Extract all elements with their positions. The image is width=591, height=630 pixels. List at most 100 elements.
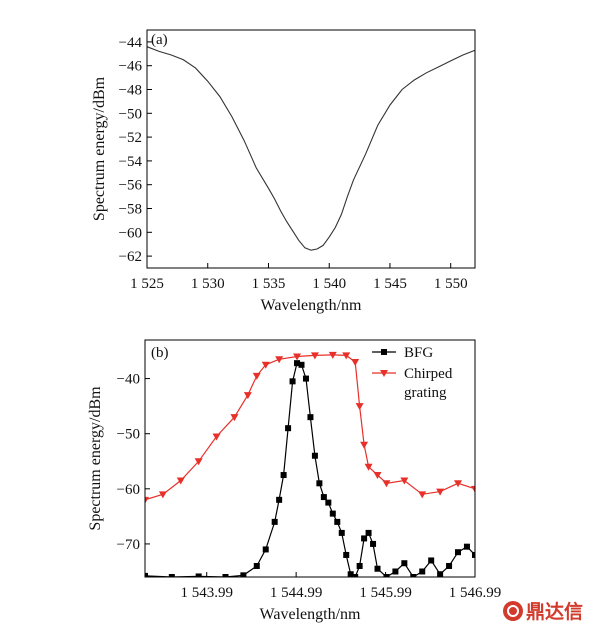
chirped-grating-point bbox=[355, 403, 364, 411]
bfg-point bbox=[316, 480, 323, 487]
bfg-point bbox=[437, 571, 444, 577]
y-tick-label: −50 bbox=[119, 106, 142, 122]
tick-marks-b: 1 543.99 1 544.99 1 545.99 1 546.99 −40 −50 −6… bbox=[117, 372, 502, 601]
watermark: 鼎达信 bbox=[502, 597, 583, 624]
chirped-grating-point bbox=[342, 352, 351, 360]
bfg-point bbox=[262, 546, 269, 553]
bfg-point bbox=[356, 562, 363, 569]
chirped-grating-point bbox=[418, 491, 427, 499]
bfg-point bbox=[347, 571, 354, 577]
watermark-text: 鼎达信 bbox=[525, 601, 583, 623]
y-tick-label: −56 bbox=[119, 178, 143, 194]
legend-marker-chirped bbox=[380, 370, 388, 377]
x-tick-label: 1 525 bbox=[130, 276, 164, 292]
y-tick-label: −46 bbox=[119, 59, 143, 75]
chirped-grating-point bbox=[454, 480, 463, 488]
bfg-point bbox=[253, 562, 260, 569]
chirped-grating-point bbox=[145, 496, 149, 504]
chart-panel-a: 1 525 1 530 1 535 1 540 1 545 1 550 −44 −46 −48 −… bbox=[91, 29, 476, 314]
plot-frame-b bbox=[144, 339, 476, 578]
bfg-point bbox=[276, 496, 283, 503]
bfg-point bbox=[370, 540, 377, 547]
y-tick-label: −40 bbox=[117, 372, 140, 388]
bfg-point bbox=[334, 518, 341, 525]
panel-label-b: (b) bbox=[151, 345, 169, 361]
x-tick-label: 1 550 bbox=[434, 276, 468, 292]
chirped-grating-point bbox=[400, 477, 409, 485]
chirped-grating-point bbox=[230, 414, 239, 422]
x-tick-label: 1 546.99 bbox=[449, 585, 502, 601]
bfg-point bbox=[472, 551, 475, 558]
chirped-grating-point bbox=[373, 472, 382, 480]
x-tick-label: 1 544.99 bbox=[270, 585, 323, 601]
bfg-point bbox=[401, 560, 408, 567]
bfg-point bbox=[329, 510, 336, 517]
legend-label-bfg: BFG bbox=[404, 345, 433, 361]
chirped-grating-point bbox=[293, 353, 302, 361]
y-tick-label: −62 bbox=[119, 249, 142, 265]
bfg-point bbox=[325, 499, 332, 506]
chirped-grating-point bbox=[471, 485, 475, 493]
bfg-point bbox=[280, 472, 287, 479]
spectrum-line bbox=[146, 46, 476, 251]
y-tick-label: −60 bbox=[119, 225, 142, 241]
y-tick-label: −48 bbox=[119, 83, 142, 99]
bfg-point bbox=[311, 452, 318, 459]
bfg-point bbox=[271, 518, 278, 525]
chirped-grating-point bbox=[275, 356, 284, 364]
y-tick-label: −44 bbox=[119, 35, 143, 51]
bfg-point bbox=[289, 378, 296, 385]
x-tick-label: 1 540 bbox=[312, 276, 346, 292]
chirped-grating-point bbox=[212, 433, 221, 441]
bfg-point bbox=[285, 425, 292, 432]
bfg-point bbox=[338, 529, 345, 536]
legend-label-chirped: Chirped grating bbox=[404, 366, 453, 401]
x-axis-label-b: Wavelength/nm bbox=[260, 606, 361, 623]
bfg-point bbox=[455, 549, 462, 556]
bfg-point bbox=[383, 574, 390, 577]
bfg-point bbox=[446, 562, 453, 569]
y-tick-label: −60 bbox=[117, 482, 140, 498]
bfg-point bbox=[145, 572, 148, 577]
x-tick-label: 1 543.99 bbox=[180, 585, 233, 601]
chirped-grating-point bbox=[328, 351, 337, 359]
bfg-point bbox=[365, 529, 372, 536]
chirped-grating-point bbox=[382, 480, 391, 488]
y-tick-label: −58 bbox=[119, 202, 142, 218]
chirped-grating-point bbox=[252, 372, 261, 380]
bfg-point bbox=[320, 494, 327, 501]
chirped-grating-point bbox=[158, 491, 167, 499]
y-axis-label-a: Spectrum energy/dBm bbox=[91, 76, 108, 221]
plot-area-b bbox=[145, 351, 475, 577]
bfg-point bbox=[294, 360, 301, 367]
x-tick-label: 1 530 bbox=[191, 276, 225, 292]
plot-frame-a bbox=[146, 29, 476, 269]
y-tick-label: −70 bbox=[117, 537, 140, 553]
legend: BFG Chirped grating bbox=[372, 345, 453, 401]
x-tick-label: 1 535 bbox=[252, 276, 286, 292]
bfg-point bbox=[240, 572, 247, 577]
plot-area-a bbox=[146, 46, 476, 251]
bfg-point bbox=[428, 557, 435, 564]
x-tick-label: 1 545.99 bbox=[359, 585, 412, 601]
bfg-point bbox=[343, 551, 350, 558]
chirped-grating-point bbox=[194, 458, 203, 466]
panel-label-a: (a) bbox=[151, 32, 168, 48]
y-tick-label: −54 bbox=[119, 154, 143, 170]
bfg-point bbox=[463, 543, 470, 550]
bfg-point bbox=[168, 574, 175, 577]
legend-marker-bfg bbox=[381, 349, 387, 355]
y-axis-label-b: Spectrum energy/dBm bbox=[87, 386, 104, 531]
logo-icon bbox=[502, 600, 523, 621]
bfg-point bbox=[361, 535, 368, 542]
chirped-grating-point bbox=[261, 361, 270, 369]
x-tick-label: 1 545 bbox=[373, 276, 407, 292]
bfg-point bbox=[298, 361, 305, 368]
bfg-point bbox=[195, 573, 202, 577]
chirped-grating-point bbox=[436, 488, 445, 496]
bfg-point bbox=[352, 574, 359, 577]
tick-marks-a: 1 525 1 530 1 535 1 540 1 545 1 550 −44 −46 −48 −… bbox=[119, 35, 468, 292]
bfg-point bbox=[419, 568, 426, 575]
bfg-point bbox=[302, 375, 309, 382]
